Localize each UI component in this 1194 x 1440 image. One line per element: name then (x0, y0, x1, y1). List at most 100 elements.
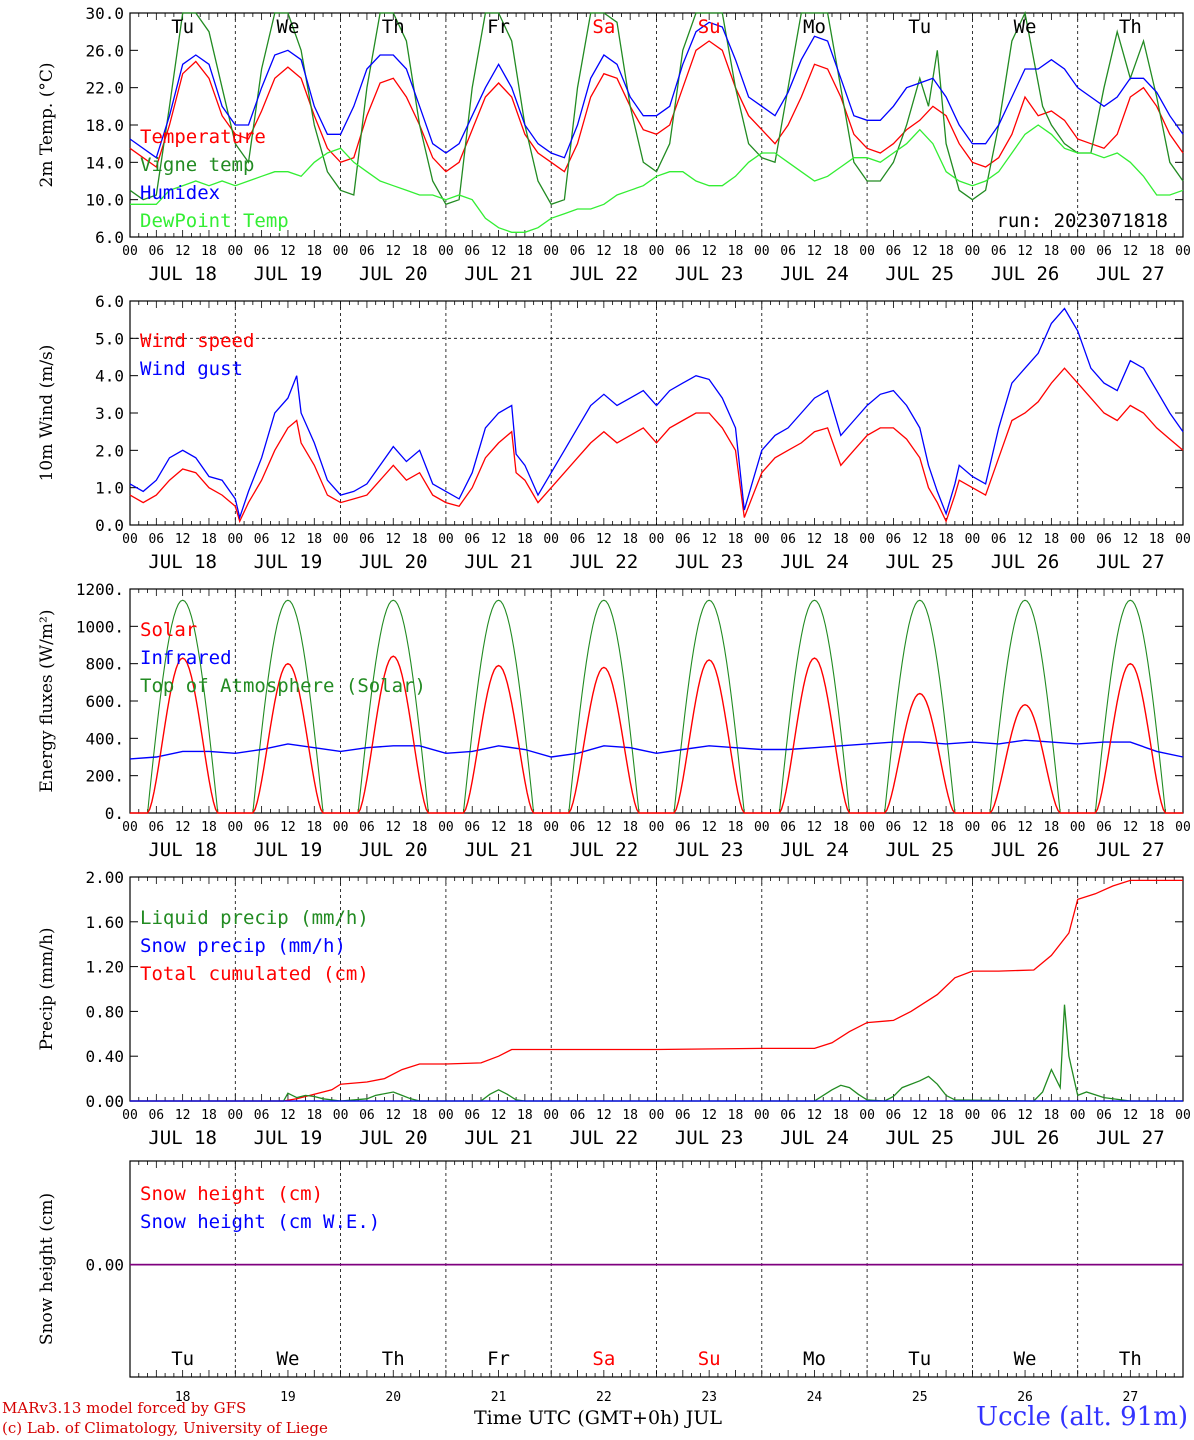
hour-tick-label: 00 (754, 820, 770, 835)
hour-tick-label: 06 (780, 1108, 796, 1123)
date-label: JUL 25 (885, 839, 954, 861)
day-number: 23 (701, 1390, 717, 1405)
legend-entry: Temperature (140, 126, 266, 148)
hour-tick-label: 00 (543, 244, 559, 259)
hour-tick-label: 06 (886, 532, 902, 547)
hour-tick-label: 12 (912, 820, 928, 835)
hour-tick-label: 12 (1017, 1108, 1033, 1123)
day-number: 26 (1017, 1390, 1033, 1405)
hour-tick-label: 06 (991, 244, 1007, 259)
hour-tick-label: 18 (938, 820, 954, 835)
hour-tick-label: 06 (780, 244, 796, 259)
hour-tick-label: 18 (412, 532, 428, 547)
y-axis-label: Snow height (cm) (37, 1193, 57, 1345)
hour-tick-label: 00 (859, 244, 875, 259)
hour-tick-label: 12 (280, 532, 296, 547)
day-abbr-bottom: Sa (592, 1348, 615, 1370)
hour-tick-label: 00 (438, 1108, 454, 1123)
hour-tick-label: 00 (859, 1108, 875, 1123)
hour-tick-label: 12 (701, 1108, 717, 1123)
hour-tick-label: 18 (306, 244, 322, 259)
hour-tick-label: 06 (359, 820, 375, 835)
hour-tick-label: 00 (649, 532, 665, 547)
hour-tick-label: 00 (1175, 244, 1191, 259)
y-tick-label: 2.00 (85, 868, 124, 887)
date-label: JUL 22 (570, 263, 639, 285)
station-label: Uccle (alt. 91m) (976, 1402, 1188, 1432)
y-tick-label: 1.60 (85, 913, 124, 932)
hour-tick-label: 18 (938, 1108, 954, 1123)
y-tick-label: 0.00 (85, 1092, 124, 1111)
hour-tick-label: 18 (517, 244, 533, 259)
hour-tick-label: 18 (622, 532, 638, 547)
series-total-cumulated-cm (130, 879, 1183, 1102)
hour-tick-label: 00 (1070, 1108, 1086, 1123)
hour-tick-label: 12 (701, 244, 717, 259)
hour-tick-label: 18 (1149, 820, 1165, 835)
hour-tick-label: 06 (886, 1108, 902, 1123)
y-tick-label: 18.0 (85, 116, 124, 135)
hour-tick-label: 00 (122, 244, 138, 259)
hour-tick-label: 12 (1123, 244, 1139, 259)
y-tick-label: 1.20 (85, 958, 124, 977)
hour-tick-label: 12 (385, 1108, 401, 1123)
hour-tick-label: 00 (122, 820, 138, 835)
y-tick-label: 0.0 (95, 516, 124, 535)
y-tick-label: 0. (105, 804, 124, 823)
hour-tick-label: 12 (807, 532, 823, 547)
hour-tick-label: 06 (359, 532, 375, 547)
hour-tick-label: 12 (596, 244, 612, 259)
day-number: 19 (280, 1390, 296, 1405)
hour-tick-label: 12 (280, 1108, 296, 1123)
day-abbr-bottom: Tu (171, 1348, 194, 1370)
date-label: JUL 25 (885, 263, 954, 285)
day-abbr-top: We (1014, 16, 1037, 38)
hour-tick-label: 18 (1044, 532, 1060, 547)
hour-tick-label: 00 (227, 244, 243, 259)
date-label: JUL 23 (675, 1127, 744, 1149)
date-label: JUL 18 (148, 839, 217, 861)
x-axis-title: Time UTC (GMT+0h) JUL (474, 1407, 722, 1429)
y-tick-label: 600. (85, 692, 124, 711)
hour-tick-label: 06 (464, 820, 480, 835)
hour-tick-label: 00 (438, 820, 454, 835)
hour-tick-label: 18 (833, 820, 849, 835)
date-label: JUL 27 (1096, 1127, 1165, 1149)
legend-entry: Wind gust (140, 358, 243, 380)
day-abbr-bottom: Mo (803, 1348, 826, 1370)
day-number: 27 (1123, 1390, 1139, 1405)
date-label: JUL 24 (780, 551, 849, 573)
hour-tick-label: 12 (385, 532, 401, 547)
hour-tick-label: 12 (912, 244, 928, 259)
y-tick-label: 0.80 (85, 1002, 124, 1021)
hour-tick-label: 00 (333, 820, 349, 835)
hour-tick-label: 18 (833, 1108, 849, 1123)
hour-tick-label: 00 (333, 1108, 349, 1123)
hour-tick-label: 12 (912, 532, 928, 547)
y-axis-label: Energy fluxes (W/m²) (37, 610, 57, 793)
credit-line-1: MARv3.13 model forced by GFS (2, 1399, 247, 1417)
hour-tick-label: 18 (938, 244, 954, 259)
y-tick-label: 14.0 (85, 153, 124, 172)
hour-tick-label: 12 (175, 532, 191, 547)
hour-tick-label: 06 (570, 532, 586, 547)
hour-tick-label: 18 (201, 1108, 217, 1123)
hour-tick-label: 00 (227, 820, 243, 835)
hour-tick-label: 06 (148, 244, 164, 259)
panel-frame (129, 588, 1184, 814)
hour-tick-label: 00 (859, 820, 875, 835)
legend-entry: Solar (140, 619, 197, 641)
y-tick-label: 800. (85, 655, 124, 674)
hour-tick-label: 06 (359, 1108, 375, 1123)
date-label: JUL 25 (885, 1127, 954, 1149)
hour-tick-label: 06 (254, 244, 270, 259)
hour-tick-label: 06 (991, 1108, 1007, 1123)
series-humidex (129, 21, 1184, 159)
hour-tick-label: 00 (649, 244, 665, 259)
y-tick-label: 10.0 (85, 191, 124, 210)
hour-tick-label: 18 (306, 532, 322, 547)
hour-tick-label: 18 (833, 244, 849, 259)
hour-tick-label: 06 (570, 1108, 586, 1123)
date-label: JUL 27 (1096, 551, 1165, 573)
hour-tick-label: 00 (965, 244, 981, 259)
